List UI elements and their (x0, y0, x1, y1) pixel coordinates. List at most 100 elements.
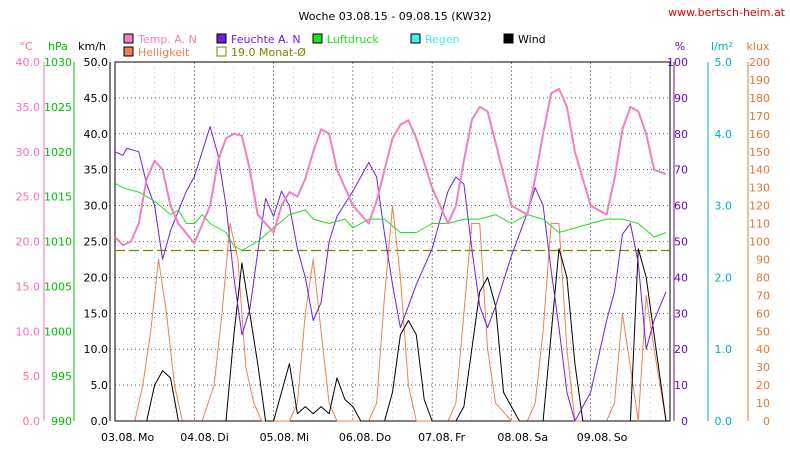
axis-tick-label: 120 (749, 200, 770, 213)
axis-tick-label: 15.0 (84, 307, 109, 320)
x-tick-label: 07.08. (418, 431, 453, 444)
axis-tick-label: 5.0 (23, 370, 41, 383)
axis-tick-label: 140 (749, 164, 770, 177)
axis-tick-label: 30 (756, 361, 770, 374)
axis-tick-label: 40.0 (16, 56, 41, 69)
axis-tick-label: 5.0 (91, 379, 109, 392)
axis-tick-label: 160 (749, 128, 770, 141)
axis-tick-label: 45.0 (84, 92, 109, 105)
legend-label: 19.0 Monat-Ø (231, 46, 306, 59)
axis-tick-label: 150 (749, 146, 770, 159)
axis-tick-label: 1020 (44, 146, 72, 159)
axis-tick-label: 100 (749, 236, 770, 249)
axis-tick-label: 1015 (44, 191, 72, 204)
axis-tick-label: 1010 (44, 236, 72, 249)
axis-tick-label: 80 (674, 128, 688, 141)
legend-swatch (503, 33, 514, 44)
axis-tick-label: 10 (756, 397, 770, 410)
plot-frame (114, 61, 671, 422)
axis-tick-label: 190 (749, 74, 770, 87)
axis-tick-label: 50 (756, 325, 770, 338)
axis-tick-label: 4.0 (715, 128, 733, 141)
axis-tick-label: 25.0 (16, 191, 41, 204)
axis-tick-label: 200 (749, 56, 770, 69)
axis-tick-label: 0.0 (91, 415, 109, 428)
axis-tick-label: 70 (756, 289, 770, 302)
x-tick-label: 09.08. (577, 431, 612, 444)
axis-tick-label: 1005 (44, 280, 72, 293)
legend-label: Feuchte A. N (231, 33, 301, 46)
axis-tick-label: 0 (763, 415, 770, 428)
series-line (114, 87, 667, 247)
axis-tick-label: 0.0 (715, 415, 733, 428)
axis-tick-label: 90 (674, 92, 688, 105)
axis-tick-label: 35.0 (84, 164, 109, 177)
legend-swatch (123, 33, 134, 44)
legend-swatch (410, 33, 421, 44)
axis-tick-label: 90 (756, 253, 770, 266)
axis-tick-label: 20 (756, 379, 770, 392)
axis-unit: °C (19, 40, 33, 53)
axis-tick-label: 995 (51, 370, 72, 383)
axis-tick-label: 130 (749, 182, 770, 195)
axis-tick-label: 0 (681, 415, 688, 428)
axis-tick-label: 0.0 (23, 415, 41, 428)
axis-tick-label: 80 (756, 271, 770, 284)
axis-tick-label: 40 (756, 343, 770, 356)
x-weekday-label: Mo (138, 431, 154, 444)
legend-label: Helligkeit (138, 46, 190, 59)
axis-tick-label: 25.0 (84, 236, 109, 249)
axis-unit: klux (747, 40, 770, 53)
axis-tick-label: 990 (51, 415, 72, 428)
axis-unit: l/m² (711, 40, 733, 53)
axis-tick-label: 3.0 (715, 200, 733, 213)
axis-tick-label: 20.0 (16, 236, 41, 249)
axis-tick-label: 180 (749, 92, 770, 105)
axis-tick-label: 1025 (44, 101, 72, 114)
axis-tick-label: 20.0 (84, 271, 109, 284)
x-tick-label: 04.08. (180, 431, 215, 444)
axis-tick-label: 60 (674, 200, 688, 213)
axis-tick-label: 70 (674, 164, 688, 177)
axis-tick-label: 40 (674, 271, 688, 284)
x-tick-label: 03.08. (101, 431, 136, 444)
axis-tick-label: 50.0 (84, 56, 109, 69)
axis-unit: hPa (48, 40, 68, 53)
x-weekday-label: Di (217, 431, 229, 444)
axis-tick-label: 30.0 (16, 146, 41, 159)
axis-tick-label: 35.0 (16, 101, 41, 114)
axis-tick-label: 10.0 (16, 325, 41, 338)
x-tick-label: 05.08. (260, 431, 295, 444)
legend-swatch (216, 33, 227, 44)
legend-swatch (123, 46, 134, 57)
series-line (114, 182, 667, 251)
chart-title: Woche 03.08.15 - 09.08.15 (KW32) (299, 10, 492, 23)
site-url: www.bertsch-heim.at (668, 6, 786, 19)
legend-label: Luftdruck (327, 33, 379, 46)
axis-tick-label: 110 (749, 218, 770, 231)
series-line (115, 248, 667, 422)
x-weekday-label: So (614, 431, 628, 444)
legend-label: Temp. A. N (137, 33, 197, 46)
x-weekday-label: Fr (455, 431, 466, 444)
series-line (115, 205, 667, 422)
axis-tick-label: 5.0 (715, 56, 733, 69)
axis-unit: % (675, 40, 685, 53)
axis-tick-label: 10 (674, 379, 688, 392)
legend-swatch (216, 46, 227, 57)
axis-tick-label: 60 (756, 307, 770, 320)
x-weekday-label: Sa (534, 431, 548, 444)
axis-tick-label: 1.0 (715, 343, 733, 356)
legend-swatch (312, 33, 323, 44)
axis-unit: km/h (78, 40, 106, 53)
series-line (114, 126, 667, 422)
x-tick-label: 08.08. (497, 431, 532, 444)
axis-tick-label: 20 (674, 343, 688, 356)
axis-tick-label: 2.0 (715, 271, 733, 284)
axis-tick-label: 50 (674, 236, 688, 249)
axis-tick-label: 40.0 (84, 128, 109, 141)
axis-tick-label: 170 (749, 110, 770, 123)
legend-label: Wind (518, 33, 546, 46)
